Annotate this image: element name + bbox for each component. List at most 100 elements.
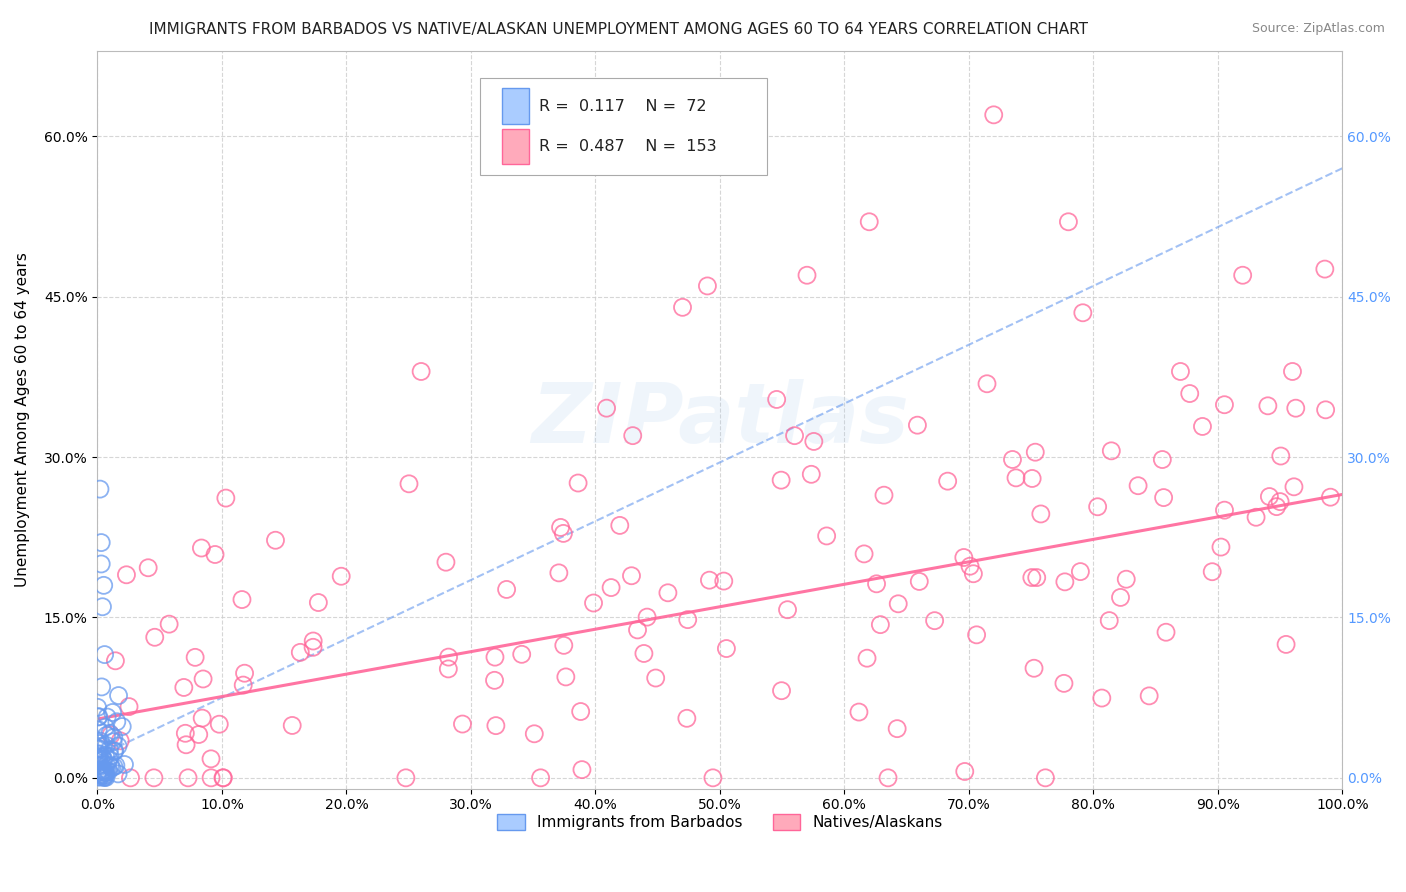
Point [905, 418, 928, 433]
Point [1153, 491, 1175, 505]
Point [200, 771, 222, 785]
Point [212, 771, 235, 785]
Point [671, 301, 693, 315]
Text: ZIPatlas: ZIPatlas [531, 379, 908, 460]
Point [877, 771, 900, 785]
Point [100, 761, 122, 775]
Point [89, 482, 111, 496]
Point [1268, 494, 1291, 508]
Point [114, 757, 136, 772]
Point [187, 727, 209, 741]
Point [571, 763, 593, 777]
Point [174, 726, 197, 740]
Point [547, 566, 569, 580]
Point [1170, 364, 1192, 378]
Point [96, 739, 118, 753]
Point [567, 476, 589, 491]
Point [86, 700, 108, 714]
Point [290, 645, 312, 659]
Point [100, 759, 122, 773]
Point [93, 648, 115, 662]
Point [1213, 398, 1236, 412]
Legend: Immigrants from Barbados, Natives/Alaskans: Immigrants from Barbados, Natives/Alaska… [491, 808, 949, 836]
Point [103, 744, 125, 758]
Point [1285, 401, 1308, 416]
Point [107, 689, 129, 703]
Point [713, 574, 735, 588]
Text: IMMIGRANTS FROM BARBADOS VS NATIVE/ALASKAN UNEMPLOYMENT AMONG AGES 60 TO 64 YEAR: IMMIGRANTS FROM BARBADOS VS NATIVE/ALASK… [149, 22, 1088, 37]
Point [1257, 399, 1279, 413]
Point [107, 739, 129, 753]
Point [89, 747, 111, 761]
Point [644, 671, 666, 685]
Point [1087, 500, 1109, 514]
Point [1315, 402, 1337, 417]
Point [1109, 591, 1132, 605]
Point [103, 731, 125, 745]
Point [177, 771, 200, 785]
Point [1137, 689, 1160, 703]
Point [962, 566, 984, 581]
Point [90, 680, 112, 694]
Point [115, 567, 138, 582]
Point [1029, 507, 1052, 521]
Point [1282, 480, 1305, 494]
Point [936, 474, 959, 488]
Point [569, 705, 592, 719]
Point [803, 434, 825, 449]
Point [1313, 262, 1336, 277]
Point [1154, 625, 1177, 640]
Point [104, 758, 127, 772]
Point [800, 467, 823, 482]
Point [98, 752, 121, 766]
Point [93, 753, 115, 767]
Point [1275, 637, 1298, 651]
Point [1258, 490, 1281, 504]
Point [87, 758, 110, 772]
Point [398, 476, 420, 491]
Point [191, 711, 214, 725]
Point [1178, 386, 1201, 401]
Point [87, 751, 110, 765]
Point [87, 747, 110, 761]
Point [887, 597, 910, 611]
Point [120, 771, 142, 785]
Point [96, 710, 118, 724]
Point [136, 560, 159, 574]
Point [91, 752, 114, 766]
Point [699, 573, 721, 587]
Point [776, 603, 799, 617]
Point [1057, 215, 1080, 229]
Point [873, 488, 896, 502]
Point [107, 767, 129, 781]
Point [495, 582, 517, 597]
Point [600, 581, 623, 595]
Point [94, 720, 117, 734]
Point [190, 541, 212, 555]
Point [529, 771, 551, 785]
Point [484, 673, 506, 688]
Point [924, 614, 946, 628]
Point [264, 533, 287, 548]
Point [676, 711, 699, 725]
Point [582, 596, 605, 610]
Point [111, 720, 134, 734]
Point [437, 662, 460, 676]
Point [89, 765, 111, 780]
Point [330, 569, 353, 583]
Point [93, 739, 115, 754]
Point [90, 768, 112, 782]
Point [93, 768, 115, 782]
Point [281, 718, 304, 732]
Point [87, 751, 110, 765]
Point [484, 650, 506, 665]
Point [142, 771, 165, 785]
Point [858, 215, 880, 229]
Point [94, 765, 117, 780]
Point [451, 717, 474, 731]
Point [1232, 268, 1254, 283]
Point [94, 765, 117, 780]
Point [105, 714, 128, 729]
Point [953, 764, 976, 779]
Point [191, 672, 214, 686]
